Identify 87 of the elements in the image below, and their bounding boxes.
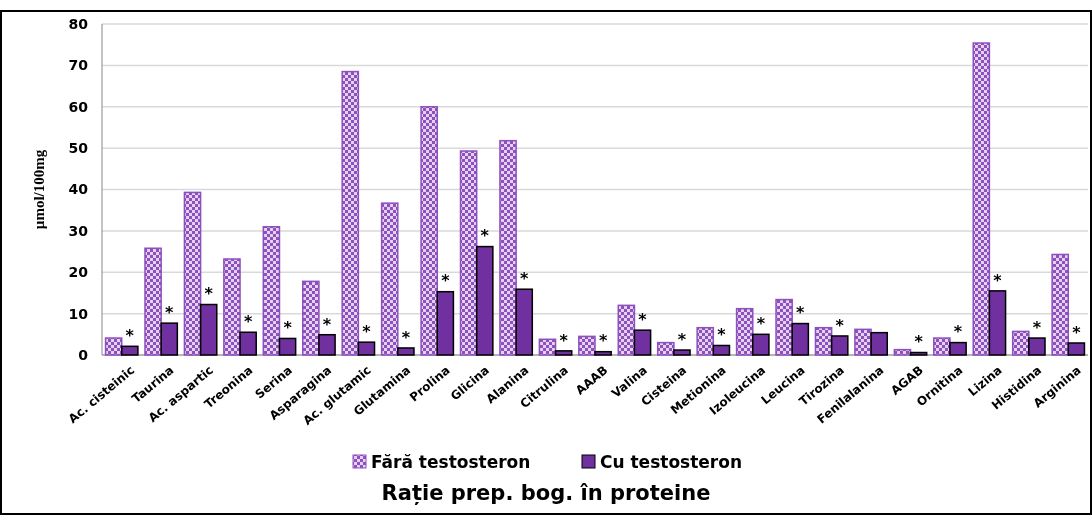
annotation: *	[717, 325, 727, 345]
legend-label: Fără testosteron	[371, 451, 531, 472]
bar	[262, 225, 281, 356]
bar	[515, 288, 534, 356]
bar	[1011, 330, 1030, 356]
bar	[397, 347, 415, 356]
annotation: *	[598, 331, 608, 351]
bar	[341, 70, 360, 356]
bar	[239, 331, 257, 356]
y-tick-label: 60	[68, 98, 89, 115]
annotation: *	[125, 326, 135, 346]
text: Rație prep. bog. în proteine	[381, 481, 711, 506]
annotation: *	[520, 269, 530, 289]
bar	[475, 245, 494, 356]
annotation: *	[283, 318, 293, 338]
bar	[617, 304, 636, 356]
annotation: *	[835, 315, 845, 335]
bar	[160, 322, 179, 356]
bar	[893, 348, 912, 356]
bar	[1051, 253, 1070, 356]
bar	[357, 341, 376, 356]
bar	[909, 351, 928, 356]
annotation: *	[638, 309, 648, 329]
annotation: *	[756, 314, 766, 334]
annotation: *	[243, 312, 253, 332]
bar	[988, 290, 1007, 356]
bar	[318, 333, 336, 356]
bar	[673, 349, 691, 356]
bar	[120, 345, 139, 356]
y-tick-label: 40	[68, 181, 89, 198]
bar	[436, 290, 455, 356]
bar	[735, 307, 754, 356]
y-tick-label: 80	[68, 15, 89, 32]
bar	[814, 326, 833, 356]
annotation: *	[480, 226, 490, 246]
bar	[223, 258, 241, 356]
y-tick-label: 0	[78, 346, 89, 363]
annotation: *	[322, 314, 332, 334]
bar	[183, 191, 202, 356]
y-axis-title: µmol/100mg	[31, 149, 47, 230]
bar	[696, 326, 715, 356]
bar	[594, 350, 612, 356]
bar	[633, 329, 652, 356]
bar	[712, 344, 731, 356]
bar	[420, 106, 438, 356]
annotation: *	[441, 271, 451, 291]
bar	[380, 202, 399, 356]
bar	[538, 338, 557, 356]
bar	[972, 42, 991, 356]
bar	[459, 150, 478, 356]
y-tick-label: 10	[68, 305, 89, 322]
bar	[830, 335, 849, 356]
annotation: *	[914, 332, 924, 352]
bar	[791, 322, 810, 356]
annotation: *	[204, 284, 214, 304]
bar	[656, 341, 675, 356]
bar	[499, 139, 517, 356]
bar	[302, 280, 320, 356]
bar	[1067, 342, 1086, 356]
bar	[933, 337, 951, 356]
annotation: *	[953, 322, 963, 342]
annotation: *	[993, 270, 1003, 290]
bar	[854, 328, 872, 356]
annotation: *	[1072, 322, 1082, 342]
annotation: *	[796, 303, 806, 323]
y-tick-label: 20	[68, 264, 89, 281]
bar	[104, 337, 123, 356]
bar	[144, 247, 162, 356]
annotation: *	[165, 302, 175, 322]
bar	[578, 335, 596, 356]
bar	[949, 341, 967, 356]
annotation: *	[1032, 317, 1042, 337]
bar	[1028, 337, 1046, 356]
bar	[870, 331, 888, 356]
y-tick-label: 50	[68, 140, 89, 157]
annotation: *	[559, 330, 569, 350]
bar	[199, 303, 218, 356]
annotation: *	[677, 329, 687, 349]
y-tick-label: 30	[68, 222, 89, 239]
bar	[278, 337, 297, 356]
bar	[752, 333, 770, 356]
bar	[775, 298, 793, 356]
bar	[554, 350, 573, 356]
annotation: *	[401, 327, 411, 347]
legend-label: Cu testosteron	[600, 451, 743, 472]
annotation: *	[362, 321, 372, 341]
y-tick-label: 70	[68, 57, 89, 74]
